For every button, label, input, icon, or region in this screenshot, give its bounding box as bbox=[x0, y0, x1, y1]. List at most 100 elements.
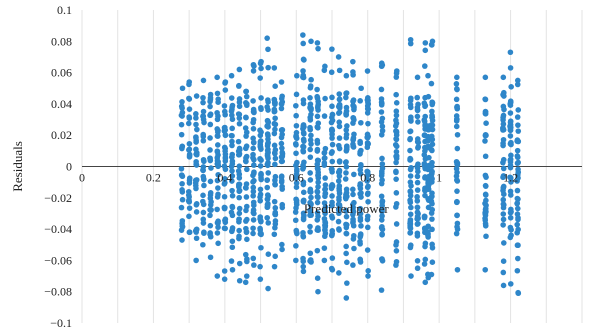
data-point bbox=[393, 153, 399, 160]
data-point bbox=[483, 132, 489, 139]
data-point bbox=[185, 120, 192, 127]
data-point bbox=[229, 116, 236, 123]
data-point bbox=[329, 149, 335, 155]
data-point bbox=[257, 197, 264, 204]
data-point bbox=[193, 111, 199, 117]
data-point bbox=[507, 281, 514, 287]
data-point bbox=[378, 119, 385, 125]
data-point bbox=[293, 112, 299, 119]
data-point bbox=[482, 74, 489, 81]
data-point bbox=[264, 204, 271, 210]
data-point bbox=[307, 170, 313, 176]
data-point bbox=[300, 129, 307, 136]
data-point bbox=[272, 211, 279, 218]
data-point bbox=[222, 158, 229, 164]
data-point bbox=[300, 263, 307, 270]
data-point bbox=[393, 120, 400, 127]
data-point bbox=[243, 133, 249, 139]
data-point bbox=[393, 176, 399, 182]
data-point bbox=[454, 226, 461, 232]
y-tick-label: 0.08 bbox=[51, 34, 72, 48]
data-point bbox=[236, 163, 243, 169]
data-point bbox=[329, 158, 336, 165]
data-point bbox=[336, 96, 343, 103]
data-point bbox=[300, 162, 306, 169]
data-point bbox=[265, 124, 271, 130]
data-point bbox=[242, 251, 249, 258]
data-point bbox=[429, 259, 436, 265]
data-point bbox=[314, 113, 321, 120]
data-point bbox=[500, 117, 506, 123]
data-point bbox=[335, 178, 342, 184]
data-point bbox=[426, 154, 432, 161]
data-point bbox=[186, 81, 192, 88]
data-point bbox=[264, 196, 271, 203]
data-point bbox=[428, 174, 435, 181]
data-point bbox=[314, 165, 321, 171]
data-point bbox=[343, 164, 350, 170]
data-point bbox=[251, 109, 257, 116]
data-point bbox=[454, 116, 460, 123]
data-point bbox=[200, 99, 206, 106]
data-point bbox=[365, 268, 372, 274]
data-point bbox=[429, 216, 435, 222]
data-point bbox=[342, 159, 349, 166]
data-point bbox=[250, 255, 257, 262]
data-point bbox=[379, 177, 385, 183]
data-point bbox=[264, 214, 271, 221]
data-point bbox=[258, 172, 264, 179]
data-point bbox=[179, 99, 185, 105]
data-point bbox=[454, 145, 461, 152]
data-point bbox=[307, 229, 313, 235]
data-point bbox=[272, 253, 279, 260]
data-point bbox=[257, 75, 263, 81]
data-point bbox=[322, 186, 329, 192]
data-point bbox=[507, 162, 514, 169]
data-point bbox=[422, 279, 429, 286]
data-point bbox=[307, 146, 314, 153]
data-point bbox=[293, 129, 300, 136]
data-point bbox=[278, 158, 285, 165]
data-point bbox=[407, 101, 414, 108]
data-point bbox=[514, 200, 520, 207]
data-point bbox=[429, 114, 435, 121]
data-point bbox=[508, 232, 514, 239]
data-point bbox=[343, 90, 349, 97]
data-point bbox=[293, 102, 299, 109]
data-point bbox=[292, 140, 299, 147]
data-point bbox=[393, 91, 399, 98]
data-point bbox=[229, 238, 236, 245]
data-point bbox=[314, 148, 321, 154]
data-point bbox=[336, 210, 342, 217]
y-tick-label: 0 bbox=[66, 160, 72, 174]
data-point bbox=[429, 147, 435, 154]
data-point bbox=[500, 269, 507, 276]
data-point bbox=[322, 190, 329, 197]
data-point bbox=[343, 213, 350, 220]
data-point bbox=[429, 163, 435, 170]
data-point bbox=[364, 144, 371, 151]
data-point bbox=[415, 101, 421, 108]
data-point bbox=[251, 63, 257, 69]
data-point bbox=[236, 216, 242, 222]
data-point bbox=[407, 40, 414, 47]
data-point bbox=[343, 224, 350, 231]
x-tick-label: 0.4 bbox=[217, 171, 232, 185]
x-tick-label: 1 bbox=[436, 171, 442, 185]
data-point bbox=[229, 187, 235, 194]
data-point bbox=[258, 176, 264, 183]
data-point bbox=[429, 108, 435, 115]
data-point bbox=[222, 80, 228, 86]
data-point bbox=[300, 74, 306, 80]
data-point bbox=[215, 163, 221, 170]
data-point bbox=[515, 255, 521, 262]
data-point bbox=[229, 178, 235, 184]
data-point bbox=[357, 256, 363, 263]
data-point bbox=[179, 196, 186, 203]
data-point bbox=[265, 251, 272, 257]
data-point bbox=[193, 235, 200, 242]
data-point bbox=[214, 177, 221, 184]
data-point bbox=[500, 258, 507, 265]
x-tick-label: 0.8 bbox=[360, 171, 375, 185]
data-point bbox=[343, 230, 350, 237]
